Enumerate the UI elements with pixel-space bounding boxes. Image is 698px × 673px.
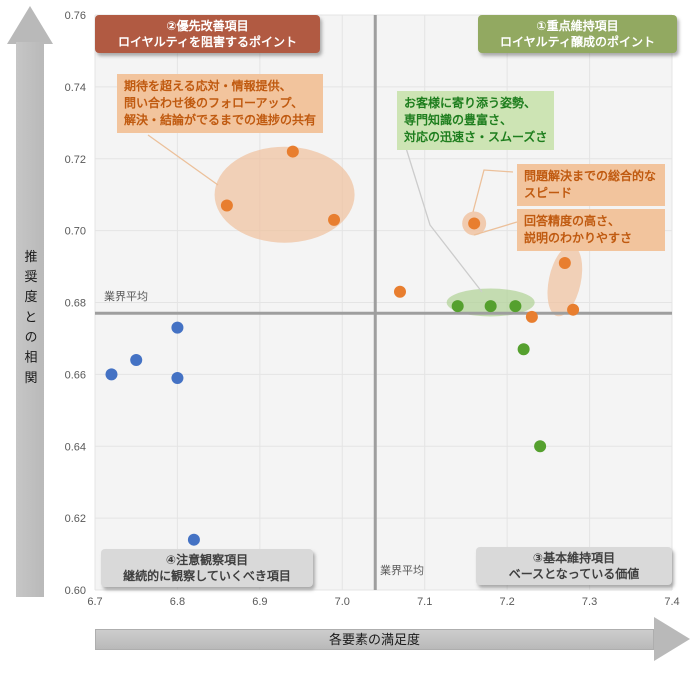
quadrant-label-key-maintenance: ①重点維持項目 ロイヤルティ醸成のポイント xyxy=(478,15,677,53)
quadrant-label-priority-improvement: ②優先改善項目 ロイヤルティを阻害するポイント xyxy=(95,15,320,53)
y-axis-title: 推奨度との相関 xyxy=(22,248,38,391)
x-axis-arrow: 各要素の満足度 xyxy=(95,629,654,650)
y-tick-label: 0.72 xyxy=(65,154,86,166)
data-point-orange-points xyxy=(468,217,481,230)
quadrant-label-line: ベースとなっている価値 xyxy=(508,567,640,581)
quadrant-label-line: ①重点維持項目 xyxy=(536,19,619,33)
y-tick-label: 0.60 xyxy=(65,585,86,597)
annotation-answer-accuracy: 回答精度の高さ、 説明のわかりやすさ xyxy=(517,209,665,251)
x-tick-label: 7.0 xyxy=(335,596,350,608)
quadrant-label-watch: ④注意観察項目 継続的に観察していくべき項目 xyxy=(101,549,313,587)
quadrant-label-line: ③基本維持項目 xyxy=(532,551,616,565)
leader-line xyxy=(405,147,483,293)
data-point-blue-points xyxy=(171,371,184,384)
data-point-orange-points xyxy=(525,310,538,323)
quadrant-label-line: ②優先改善項目 xyxy=(166,19,249,33)
y-axis-arrow-up-icon xyxy=(7,6,53,44)
quadrant-label-line: ④注意観察項目 xyxy=(165,553,249,567)
annotation-line: 回答精度の高さ、 xyxy=(524,214,621,228)
annotation-line: 問い合わせ後のフォローアップ、 xyxy=(124,96,304,110)
leader-line xyxy=(472,169,514,213)
annotation-line: 期待を超える応対・情報提供、 xyxy=(124,79,292,93)
annotation-line: 解決・結論がでるまでの進捗の共有 xyxy=(124,113,317,127)
industry-average-label-vertical: 業界平均 xyxy=(380,565,424,577)
x-tick-label: 7.3 xyxy=(582,596,597,608)
y-tick-label: 0.68 xyxy=(65,298,86,310)
annotation-line: スピード xyxy=(524,186,573,200)
data-point-orange-points xyxy=(220,199,233,212)
quadrant-label-line: ロイヤルティを阻害するポイント xyxy=(118,35,297,49)
y-tick-label: 0.76 xyxy=(65,10,86,22)
data-point-blue-points xyxy=(130,354,143,366)
annotation-line: 問題解決までの総合的な xyxy=(524,169,657,183)
annotation-line: 説明のわかりやすさ xyxy=(524,231,633,245)
x-tick-label: 7.4 xyxy=(664,596,679,608)
leader-line xyxy=(473,221,518,236)
x-axis-title: 各要素の満足度 xyxy=(328,632,420,647)
annotation-line: 対応の迅速さ・スムーズさ xyxy=(404,130,548,144)
x-tick-label: 6.9 xyxy=(252,596,267,608)
data-point-blue-points xyxy=(187,533,200,546)
x-tick-label: 6.8 xyxy=(170,596,185,608)
annotation-improvement-factors: 期待を超える応対・情報提供、 問い合わせ後のフォローアップ、 解決・結論がでるま… xyxy=(117,74,324,133)
data-point-green-points xyxy=(451,300,464,313)
highlight-ellipse xyxy=(214,146,355,243)
leader-line xyxy=(147,134,219,186)
data-point-orange-points xyxy=(558,256,571,269)
x-axis-arrow-right-icon xyxy=(654,617,690,661)
data-point-orange-points xyxy=(567,303,580,316)
annotation-empathy-factors: お客様に寄り添う姿勢、 専門知識の豊富さ、 対応の迅速さ・スムーズさ xyxy=(397,91,555,150)
y-axis-arrow: 推奨度との相関 xyxy=(16,42,44,597)
data-point-blue-points xyxy=(105,368,118,381)
y-tick-label: 0.70 xyxy=(65,226,86,238)
quadrant-label-line: ロイヤルティ醸成のポイント xyxy=(500,35,655,49)
y-tick-label: 0.64 xyxy=(65,441,86,453)
x-tick-label: 7.1 xyxy=(417,596,432,608)
x-tick-label: 6.7 xyxy=(87,596,102,608)
data-point-green-points xyxy=(484,300,497,313)
annotation-resolution-speed: 問題解決までの総合的な スピード xyxy=(517,164,665,206)
data-point-green-points xyxy=(517,343,530,356)
annotation-line: お客様に寄り添う姿勢、 xyxy=(404,96,537,110)
annotation-line: 専門知識の豊富さ、 xyxy=(404,113,513,127)
y-tick-label: 0.62 xyxy=(65,513,86,525)
industry-average-label-horizontal: 業界平均 xyxy=(104,291,148,303)
data-point-green-points xyxy=(534,440,547,453)
data-point-orange-points xyxy=(393,285,406,298)
data-point-green-points xyxy=(509,300,522,313)
y-tick-label: 0.66 xyxy=(65,369,86,381)
quadrant-label-line: 継続的に観察していくべき項目 xyxy=(123,569,291,583)
y-tick-label: 0.74 xyxy=(65,82,86,94)
quadrant-label-basic-maintenance: ③基本維持項目 ベースとなっている価値 xyxy=(476,547,672,585)
x-tick-label: 7.2 xyxy=(499,596,514,608)
data-point-orange-points xyxy=(328,213,341,226)
data-point-blue-points xyxy=(171,321,184,334)
data-point-orange-points xyxy=(286,145,299,158)
highlight-ellipse xyxy=(547,245,583,317)
